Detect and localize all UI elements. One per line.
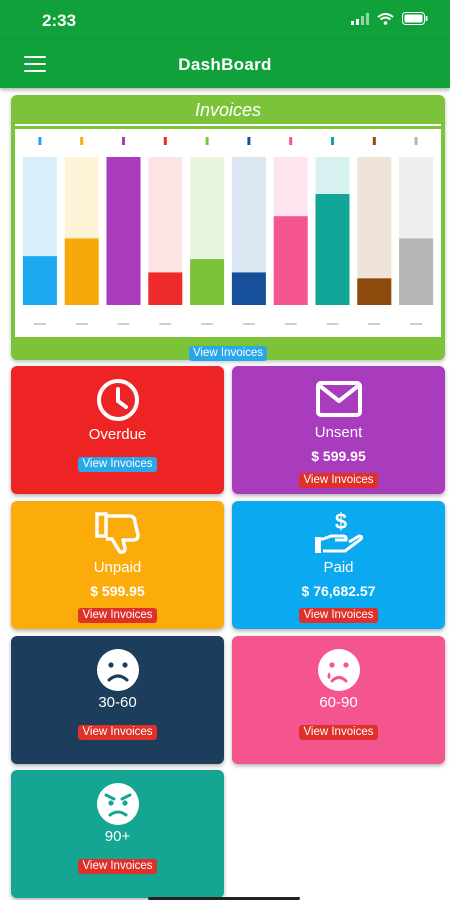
crying-face-icon [317, 649, 360, 691]
aging-30-60-label: 30-60 [98, 694, 137, 711]
overdue-tile[interactable]: Overdue View Invoices [11, 366, 224, 494]
bar-1[interactable] [64, 238, 99, 305]
sad-face-icon [96, 649, 139, 691]
aging-30-60-view-invoices-link[interactable]: View Invoices [78, 725, 157, 740]
paid-view-invoices-link[interactable]: View Invoices [299, 608, 378, 623]
bar-marker-3 [163, 137, 167, 145]
unsent-label: Unsent [314, 424, 363, 441]
angry-face-icon [96, 783, 139, 825]
paid-label: Paid [323, 559, 354, 576]
bar-8[interactable] [357, 278, 392, 305]
thumbs-down-icon [94, 512, 140, 554]
bar-marker-6 [289, 137, 293, 145]
x-tick-label-3 [159, 323, 172, 325]
bar-5[interactable] [231, 272, 266, 305]
wifi-icon [377, 12, 394, 25]
bar-marker-4 [205, 137, 209, 145]
x-tick-label-2 [117, 323, 130, 325]
chart-svg [22, 137, 434, 325]
chart-view-invoices-link[interactable]: View Invoices [188, 346, 268, 361]
bar-2[interactable] [106, 157, 141, 305]
signal-icon [351, 12, 369, 25]
bar-marker-1 [80, 137, 84, 145]
bar-marker-9 [414, 137, 418, 145]
hand-dollar-icon: $ [314, 509, 363, 553]
unpaid-view-invoices-link[interactable]: View Invoices [78, 608, 157, 623]
bar-marker-0 [38, 137, 42, 145]
clock-icon [96, 379, 139, 421]
overdue-view-invoices-link[interactable]: View Invoices [78, 457, 157, 472]
x-tick-label-5 [242, 323, 255, 325]
aging-30-60-tile[interactable]: 30-60 View Invoices [11, 636, 224, 764]
unsent-view-invoices-link[interactable]: View Invoices [299, 473, 378, 488]
bar-4[interactable] [190, 259, 225, 305]
title-divider [15, 124, 441, 126]
invoices-card-title: Invoices [194, 100, 262, 120]
x-tick-label-8 [368, 323, 381, 325]
bar-marker-7 [331, 137, 334, 145]
home-indicator [148, 897, 300, 900]
unpaid-label: Unpaid [93, 559, 142, 576]
page-title: DashBoard [178, 55, 272, 74]
unsent-amount: $ 599.95 [311, 448, 366, 464]
battery-icon [402, 12, 428, 25]
overdue-label: Overdue [88, 426, 147, 443]
bar-9[interactable] [399, 238, 434, 305]
aging-90-plus-label: 90+ [104, 828, 131, 845]
bar-marker-8 [372, 137, 376, 145]
svg-text:$: $ [334, 509, 346, 534]
bar-7[interactable] [315, 194, 350, 305]
invoices-chart-card: Invoices View Invoices [11, 95, 445, 361]
aging-60-90-view-invoices-link[interactable]: View Invoices [299, 725, 378, 740]
aging-60-90-label: 60-90 [319, 694, 358, 711]
aging-90-plus-view-invoices-link[interactable]: View Invoices [78, 859, 157, 874]
x-tick-label-9 [410, 323, 423, 325]
bar-marker-2 [122, 137, 125, 145]
aging-60-90-tile[interactable]: 60-90 View Invoices [232, 636, 445, 764]
app-bar: DashBoard [0, 40, 450, 88]
bar-0[interactable] [22, 256, 57, 305]
x-tick-label-4 [201, 323, 214, 325]
unpaid-tile[interactable]: Unpaid $ 599.95 View Invoices [11, 501, 224, 629]
bar-6[interactable] [273, 216, 308, 305]
aging-90-plus-tile[interactable]: 90+ View Invoices [11, 770, 224, 898]
x-tick-label-1 [75, 323, 88, 325]
unpaid-amount: $ 599.95 [90, 583, 145, 599]
status-bar: 2:33 [0, 0, 450, 40]
paid-amount: $ 76,682.57 [301, 583, 376, 599]
status-time: 2:33 [42, 11, 77, 30]
paid-tile[interactable]: $ Paid $ 76,682.57 View Invoices [232, 501, 445, 629]
bar-3[interactable] [148, 272, 183, 305]
x-tick-label-0 [33, 323, 46, 325]
unsent-tile[interactable]: Unsent $ 599.95 View Invoices [232, 366, 445, 494]
hamburger-menu-icon[interactable] [24, 56, 46, 72]
x-tick-label-6 [284, 323, 297, 325]
status-icons [351, 12, 428, 25]
envelope-icon [315, 381, 362, 417]
bar-marker-5 [247, 137, 251, 145]
invoices-bar-chart [15, 129, 441, 337]
x-tick-label-7 [326, 323, 339, 325]
